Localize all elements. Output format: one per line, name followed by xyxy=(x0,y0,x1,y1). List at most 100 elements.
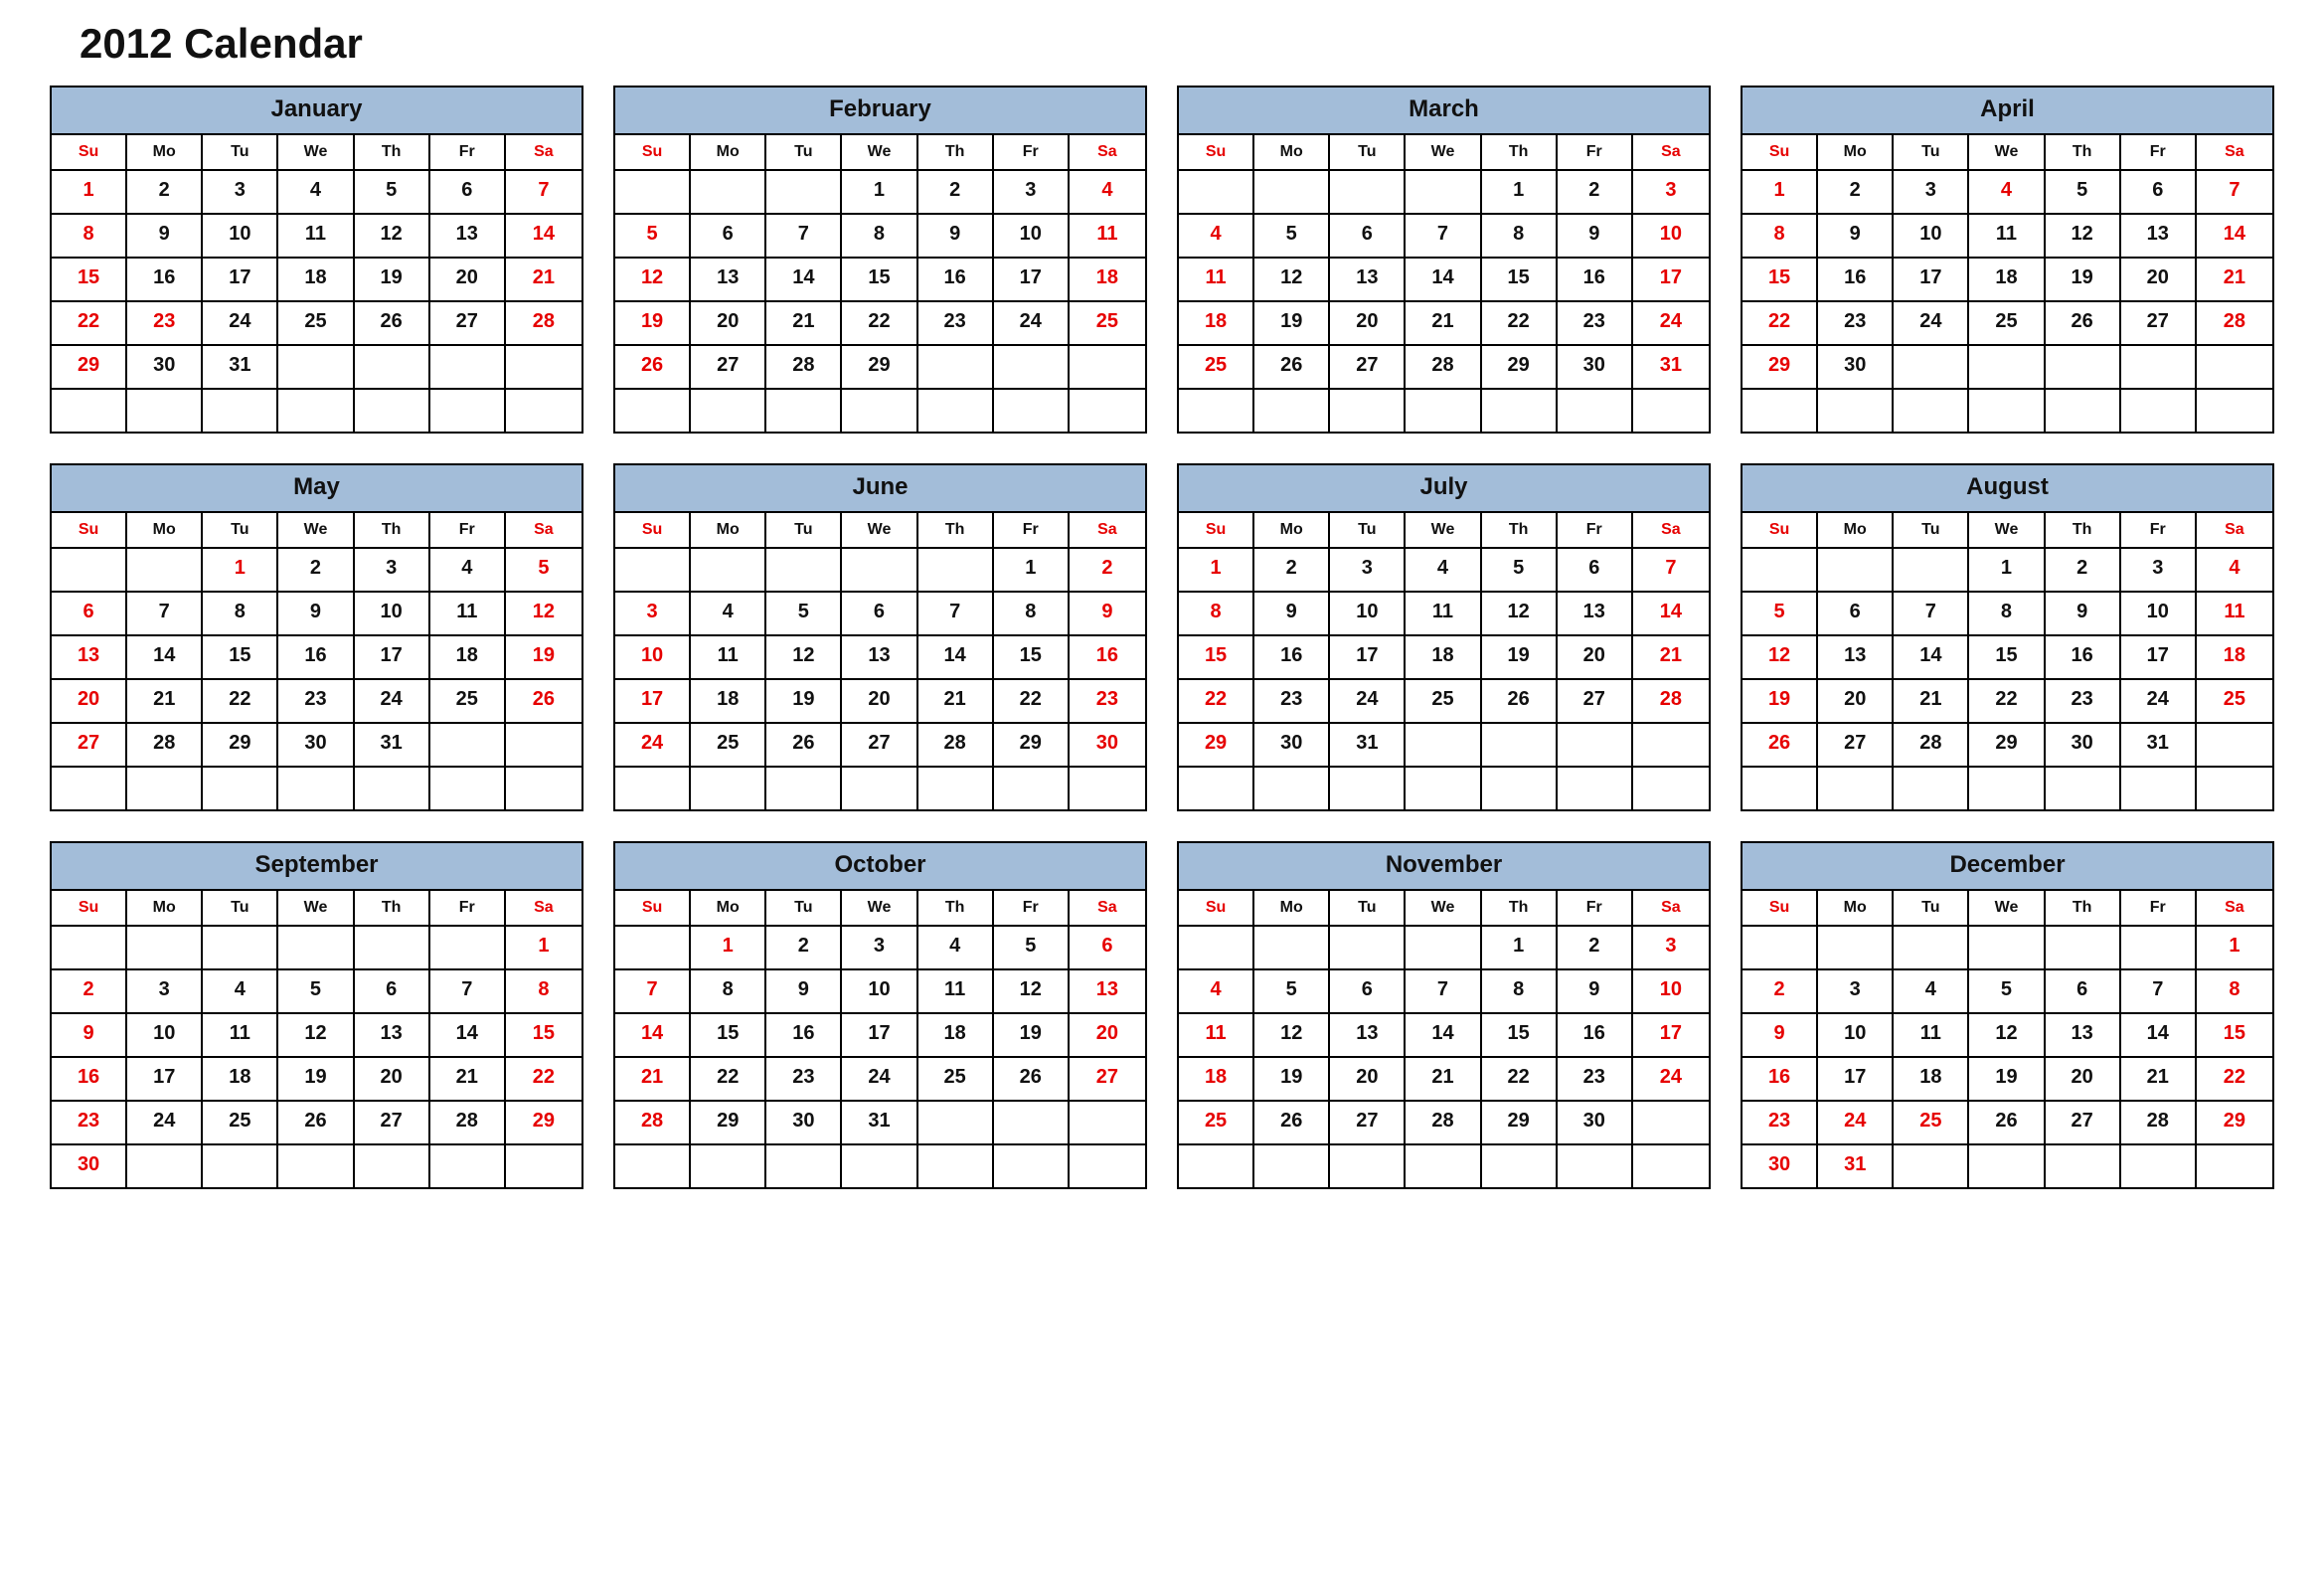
day-cell xyxy=(430,1145,506,1187)
day-cell: 31 xyxy=(1633,346,1709,388)
day-cell: 24 xyxy=(355,680,430,722)
day-cell: 18 xyxy=(1406,636,1481,678)
weekday-header: Su xyxy=(1743,135,1818,169)
day-cell: 3 xyxy=(842,927,917,968)
week-row: 19202122232425 xyxy=(615,302,1145,346)
weekday-header: Fr xyxy=(1558,513,1633,547)
day-cell xyxy=(506,768,581,809)
month-header: March xyxy=(1179,87,1709,135)
week-row: 78910111213 xyxy=(615,970,1145,1014)
day-cell: 20 xyxy=(430,259,506,300)
day-cell: 5 xyxy=(1482,549,1558,591)
day-cell: 26 xyxy=(615,346,691,388)
day-cell: 13 xyxy=(1070,970,1145,1012)
day-cell xyxy=(615,549,691,591)
week-row: 30 xyxy=(52,1145,581,1187)
day-cell xyxy=(1179,390,1254,432)
weekday-header-row: SuMoTuWeThFrSa xyxy=(1179,135,1709,171)
day-cell: 18 xyxy=(1894,1058,1969,1100)
day-cell: 13 xyxy=(52,636,127,678)
day-cell: 22 xyxy=(1743,302,1818,344)
day-cell xyxy=(2197,768,2272,809)
day-cell: 27 xyxy=(1330,346,1406,388)
day-cell: 19 xyxy=(506,636,581,678)
day-cell: 3 xyxy=(355,549,430,591)
day-cell: 11 xyxy=(918,970,994,1012)
day-cell: 7 xyxy=(1406,215,1481,257)
weekday-header: Th xyxy=(1482,513,1558,547)
day-cell xyxy=(2197,346,2272,388)
weekday-header: Tu xyxy=(203,513,278,547)
weekday-header: We xyxy=(1406,513,1481,547)
day-cell: 21 xyxy=(1894,680,1969,722)
weekday-header: Tu xyxy=(1330,513,1406,547)
day-cell: 26 xyxy=(1254,346,1330,388)
day-cell: 2 xyxy=(1743,970,1818,1012)
day-cell xyxy=(842,768,917,809)
weekday-header: Fr xyxy=(1558,135,1633,169)
weekday-header-row: SuMoTuWeThFrSa xyxy=(1179,891,1709,927)
day-cell xyxy=(203,768,278,809)
month-header: February xyxy=(615,87,1145,135)
day-cell: 24 xyxy=(842,1058,917,1100)
weekday-header: Sa xyxy=(1070,135,1145,169)
day-cell: 21 xyxy=(766,302,842,344)
day-cell: 16 xyxy=(918,259,994,300)
day-cell: 7 xyxy=(615,970,691,1012)
weekday-header: Th xyxy=(1482,135,1558,169)
day-cell: 16 xyxy=(1070,636,1145,678)
weekday-header: Su xyxy=(1743,891,1818,925)
day-cell: 10 xyxy=(127,1014,203,1056)
week-row: 2728293031 xyxy=(52,724,581,768)
day-cell: 12 xyxy=(355,215,430,257)
day-cell xyxy=(1330,390,1406,432)
day-cell xyxy=(1254,390,1330,432)
weekday-header: We xyxy=(1969,513,2045,547)
day-cell xyxy=(2121,927,2197,968)
day-cell: 22 xyxy=(1482,302,1558,344)
day-cell: 5 xyxy=(1254,970,1330,1012)
month-september: SeptemberSuMoTuWeThFrSa12345678910111213… xyxy=(50,841,583,1189)
day-cell: 1 xyxy=(1482,171,1558,213)
week-row: 1234567 xyxy=(1743,171,2272,215)
day-cell: 27 xyxy=(1070,1058,1145,1100)
weekday-header-row: SuMoTuWeThFrSa xyxy=(615,513,1145,549)
week-row: 123456 xyxy=(615,927,1145,970)
weekday-header: We xyxy=(842,891,917,925)
day-cell xyxy=(691,1145,766,1187)
day-cell: 2 xyxy=(1818,171,1894,213)
week-row: 16171819202122 xyxy=(52,1058,581,1102)
day-cell: 30 xyxy=(127,346,203,388)
weekday-header: Mo xyxy=(1254,513,1330,547)
day-cell: 2 xyxy=(1558,171,1633,213)
day-cell: 31 xyxy=(1818,1145,1894,1187)
week-row: 22232425262728 xyxy=(1179,680,1709,724)
day-cell: 14 xyxy=(2197,215,2272,257)
day-cell xyxy=(1558,768,1633,809)
weekday-header-row: SuMoTuWeThFrSa xyxy=(1743,891,2272,927)
day-cell: 19 xyxy=(766,680,842,722)
day-cell xyxy=(1633,390,1709,432)
day-cell: 30 xyxy=(1743,1145,1818,1187)
day-cell xyxy=(918,1145,994,1187)
day-cell: 20 xyxy=(1818,680,1894,722)
week-row: 1 xyxy=(52,927,581,970)
day-cell: 15 xyxy=(842,259,917,300)
day-cell: 28 xyxy=(2197,302,2272,344)
day-cell xyxy=(1894,927,1969,968)
weekday-header: Tu xyxy=(1894,135,1969,169)
day-cell xyxy=(278,927,354,968)
day-cell: 9 xyxy=(1558,970,1633,1012)
day-cell: 8 xyxy=(1482,215,1558,257)
day-cell: 12 xyxy=(1482,593,1558,634)
week-row: 9101112131415 xyxy=(1743,1014,2272,1058)
day-cell: 10 xyxy=(355,593,430,634)
calendar-grid: JanuarySuMoTuWeThFrSa1234567891011121314… xyxy=(50,86,2274,1189)
week-row: 891011121314 xyxy=(1179,593,1709,636)
day-cell xyxy=(52,927,127,968)
day-cell: 7 xyxy=(506,171,581,213)
week-row: 567891011 xyxy=(615,215,1145,259)
day-cell: 17 xyxy=(2121,636,2197,678)
day-cell: 3 xyxy=(1633,171,1709,213)
day-cell: 31 xyxy=(355,724,430,766)
